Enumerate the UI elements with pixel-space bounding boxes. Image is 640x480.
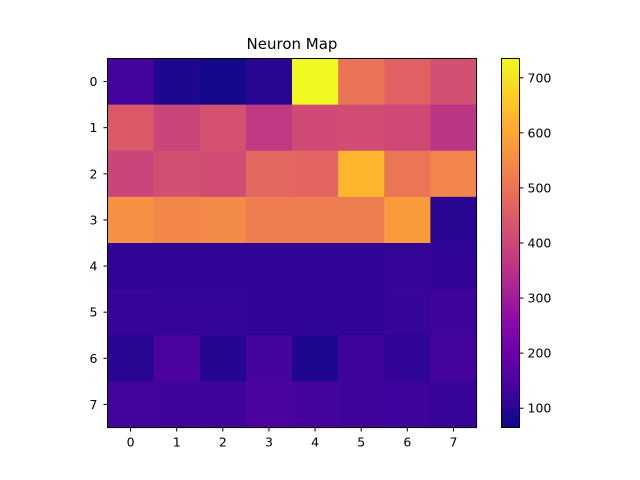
heatmap-cell [153, 335, 201, 382]
heatmap-cell [153, 381, 201, 429]
heatmap-cell [107, 196, 155, 244]
heatmap-cell [338, 196, 385, 244]
x-tick-label: 5 [357, 435, 365, 450]
colorbar-tick-label: 100 [528, 401, 552, 416]
x-tick-label: 7 [449, 435, 457, 450]
heatmap-cell [245, 381, 293, 429]
colorbar-tick-label: 700 [528, 70, 552, 85]
y-tick-label: 1 [90, 120, 98, 135]
heatmap-cell [292, 150, 339, 198]
colorbar-tick-label: 200 [528, 346, 552, 361]
heatmap-cell [245, 335, 293, 382]
heatmap-cell [292, 289, 339, 336]
heatmap-cell [245, 58, 293, 106]
x-tick-label: 0 [127, 435, 135, 450]
heatmap-cell [384, 58, 431, 106]
heatmap-cell [153, 289, 201, 336]
heatmap-cell [292, 335, 339, 382]
y-axis: 0 1 2 3 4 5 6 7 [90, 74, 108, 412]
heatmap-cell [245, 289, 293, 336]
heatmap-cell [245, 150, 293, 198]
x-axis: 0 1 2 3 4 5 6 7 [127, 427, 457, 450]
heatmap-cell [199, 150, 247, 198]
heatmap-cell [199, 381, 247, 429]
heatmap-cell [384, 196, 431, 244]
heatmap-cell [384, 335, 431, 382]
heatmap-cell [338, 335, 385, 382]
colorbar-tick-label: 600 [528, 125, 552, 140]
heatmap-cell [292, 104, 339, 152]
y-tick-label: 6 [90, 351, 98, 366]
y-tick-label: 4 [90, 259, 98, 274]
heatmap-cell [338, 150, 385, 198]
heatmap-cell [153, 196, 201, 244]
heatmap-cell [430, 196, 478, 244]
heatmap-cell [107, 58, 155, 106]
y-tick-label: 0 [90, 74, 98, 89]
plot-frame [107, 58, 477, 428]
heatmap-cell [107, 335, 155, 382]
heatmap-cell [430, 243, 478, 290]
heatmap-cell [199, 58, 247, 106]
heatmap-cell [153, 58, 201, 106]
heatmap-cells [107, 58, 478, 429]
colorbar-axis: 100 200 300 400 500 600 700 [519, 70, 552, 416]
heatmap-cell [107, 243, 155, 290]
x-tick-label: 4 [311, 435, 319, 450]
heatmap-cell [430, 289, 478, 336]
heatmap-cell [292, 243, 339, 290]
y-tick-label: 5 [90, 305, 98, 320]
heatmap-cell [338, 58, 385, 106]
heatmap-cell [338, 381, 385, 429]
heatmap-cell [199, 104, 247, 152]
heatmap-cell [384, 381, 431, 429]
x-tick-label: 2 [219, 435, 227, 450]
colorbar-tick-label: 400 [528, 236, 552, 251]
heatmap-cell [107, 381, 155, 429]
heatmap-cell [199, 243, 247, 290]
heatmap-cell [338, 243, 385, 290]
heatmap-cell [384, 289, 431, 336]
heatmap-cell [430, 150, 478, 198]
heatmap-cell [107, 150, 155, 198]
heatmap-cell [292, 381, 339, 429]
heatmap-cell [107, 104, 155, 152]
heatmap-cell [384, 243, 431, 290]
heatmap-cell [430, 381, 478, 429]
heatmap-cell [245, 196, 293, 244]
heatmap-cell [384, 104, 431, 152]
colorbar-tick-label: 500 [528, 180, 552, 195]
heatmap-cell [153, 243, 201, 290]
chart-title: Neuron Map [247, 35, 338, 53]
heatmap-cell [338, 289, 385, 336]
colorbar-tick-label: 300 [528, 291, 552, 306]
heatmap-cell [107, 289, 155, 336]
heatmap-cell [199, 196, 247, 244]
heatmap-cell [292, 196, 339, 244]
y-tick-label: 7 [90, 397, 98, 412]
heatmap-cell [199, 289, 247, 336]
heatmap-cell [199, 335, 247, 382]
heatmap-cell [338, 104, 385, 152]
colorbar [501, 58, 520, 428]
x-tick-label: 3 [265, 435, 273, 450]
heatmap-cell [430, 335, 478, 382]
x-tick-label: 1 [173, 435, 181, 450]
heatmap-cell [245, 243, 293, 290]
heatmap-cell [245, 104, 293, 152]
heatmap-cell [430, 104, 478, 152]
heatmap-cell [153, 150, 201, 198]
x-tick-label: 6 [403, 435, 411, 450]
heatmap-cell [153, 104, 201, 152]
heatmap-cell [430, 58, 478, 106]
heatmap-cell [292, 58, 339, 106]
y-tick-label: 2 [90, 166, 98, 181]
heatmap-cell [384, 150, 431, 198]
y-tick-label: 3 [90, 212, 98, 227]
